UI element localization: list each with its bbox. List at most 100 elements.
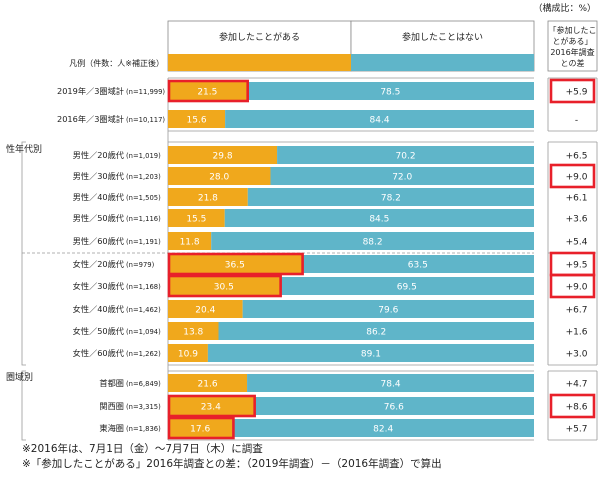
- diff-value: +4.7: [566, 380, 588, 390]
- diff-value: +6.5: [566, 152, 588, 162]
- value-label-participated: 13.8: [183, 328, 203, 338]
- bar-not-participated: [270, 167, 534, 185]
- value-label-not-participated: 84.4: [370, 116, 390, 126]
- row-label: 女性／30歳代: [73, 281, 124, 291]
- value-label-not-participated: 63.5: [408, 261, 428, 271]
- diff-highlight: [549, 393, 596, 419]
- value-label-not-participated: 84.5: [369, 215, 389, 225]
- bar-participated: [168, 209, 225, 227]
- value-label-participated: 15.6: [187, 116, 207, 126]
- row-label: 女性／40歳代: [73, 304, 124, 314]
- diff-value: +9.5: [566, 261, 588, 271]
- footnote-2: ※「参加したことがある」2016年調査との差：（2019年調査）－（2016年調…: [22, 458, 442, 470]
- diff-value: +5.7: [566, 425, 588, 435]
- row-n: (n=1,203): [126, 173, 161, 181]
- diff-highlight: [549, 273, 596, 299]
- diff-value: +3.0: [566, 350, 588, 360]
- row-label: 2019年／3圏域計: [57, 86, 124, 96]
- value-label-not-participated: 78.5: [380, 88, 400, 98]
- bar-not-participated: [232, 419, 534, 437]
- diff-value: +9.0: [566, 283, 588, 293]
- diff-value: +1.6: [566, 328, 588, 338]
- diff-header-line: との差: [561, 58, 585, 68]
- bar-participated: [168, 110, 226, 128]
- bar-participated: [168, 374, 248, 392]
- bar-highlight: [167, 79, 249, 103]
- bar-not-participated: [225, 110, 534, 128]
- value-label-participated: 11.8: [180, 238, 200, 248]
- value-label-not-participated: 70.2: [396, 152, 416, 162]
- footnote-1: ※2016年は、7月1日（金）～7月7日（木）に調査: [22, 443, 263, 455]
- row-n: (n=979): [126, 261, 155, 269]
- group-bracket: [21, 370, 26, 441]
- bar-participated: [168, 167, 271, 185]
- group-bracket: [21, 141, 26, 366]
- bar-participated: [168, 146, 278, 164]
- value-label-not-participated: 88.2: [363, 238, 383, 248]
- diff-value: +6.1: [566, 194, 588, 204]
- value-label-participated: 21.6: [198, 380, 218, 390]
- value-label-participated: 17.6: [190, 425, 210, 435]
- row-n: (n=1,505): [126, 194, 161, 202]
- row-label: 男性／30歳代: [73, 171, 124, 181]
- unit-note: （構成比：%）: [533, 2, 596, 14]
- bar-not-participated: [277, 146, 534, 164]
- row-n: (n=1,462): [126, 306, 161, 314]
- row-n: (n=1,116): [126, 215, 161, 223]
- diff-value: +5.4: [566, 238, 588, 248]
- bar-participated: [168, 188, 248, 206]
- value-label-participated: 29.8: [213, 152, 233, 162]
- bar-not-participated: [301, 255, 534, 273]
- diff-value: +3.6: [566, 215, 588, 225]
- bar-participated: [168, 344, 208, 362]
- group-label: 圏域別: [6, 371, 33, 383]
- diff-value: +6.7: [566, 306, 588, 316]
- row-n: (n=1,262): [126, 350, 161, 358]
- diff-value: +8.6: [566, 403, 588, 413]
- bar-participated: [168, 232, 212, 250]
- bar-participated: [168, 277, 280, 295]
- value-label-not-participated: 78.2: [381, 194, 401, 204]
- bar-not-participated: [207, 344, 535, 362]
- legend-row-label: 凡例（件数：人※補正後）: [69, 58, 164, 68]
- row-label: 2016年／3圏域計: [57, 114, 124, 124]
- legend-swatch-no: [351, 54, 534, 71]
- bar-participated: [168, 255, 302, 273]
- value-label-participated: 21.5: [197, 88, 217, 98]
- bar-highlight: [167, 416, 235, 440]
- bar-not-participated: [224, 209, 535, 227]
- legend-label-no: 参加したことはない: [402, 31, 483, 43]
- row-n: (n=3,315): [126, 403, 161, 411]
- bar-not-participated: [247, 188, 534, 206]
- bar-participated: [168, 300, 243, 318]
- row-n: (n=1,191): [126, 238, 161, 246]
- value-label-participated: 15.5: [186, 215, 206, 225]
- diff-header-box: [547, 20, 598, 72]
- value-label-participated: 20.4: [195, 306, 215, 316]
- bar-participated: [168, 419, 233, 437]
- bar-highlight: [167, 394, 256, 418]
- bar-not-participated: [246, 82, 534, 100]
- row-label: 女性／50歳代: [73, 326, 124, 336]
- bar-highlight: [167, 274, 282, 298]
- bar-not-participated: [279, 277, 534, 295]
- row-label: 女性／60歳代: [73, 348, 124, 358]
- diff-value: +9.0: [566, 173, 588, 183]
- value-label-participated: 10.9: [178, 350, 198, 360]
- value-label-participated: 28.0: [209, 173, 229, 183]
- bar-participated: [168, 322, 219, 340]
- row-n: (n=1,168): [126, 283, 161, 291]
- value-label-not-participated: 72.0: [392, 173, 412, 183]
- row-n: (n=1,836): [126, 425, 161, 433]
- diff-header-line: 2016年調査: [550, 47, 594, 57]
- value-label-not-participated: 78.4: [381, 380, 401, 390]
- bar-not-participated: [242, 300, 534, 318]
- diff-value: -: [575, 116, 578, 126]
- row-label: 男性／20歳代: [73, 150, 124, 160]
- row-label: 男性／40歳代: [73, 192, 124, 202]
- row-label: 男性／60歳代: [73, 236, 124, 246]
- row-n: (n=1,019): [126, 152, 161, 160]
- value-label-not-participated: 79.6: [378, 306, 398, 316]
- bar-highlight: [167, 252, 304, 276]
